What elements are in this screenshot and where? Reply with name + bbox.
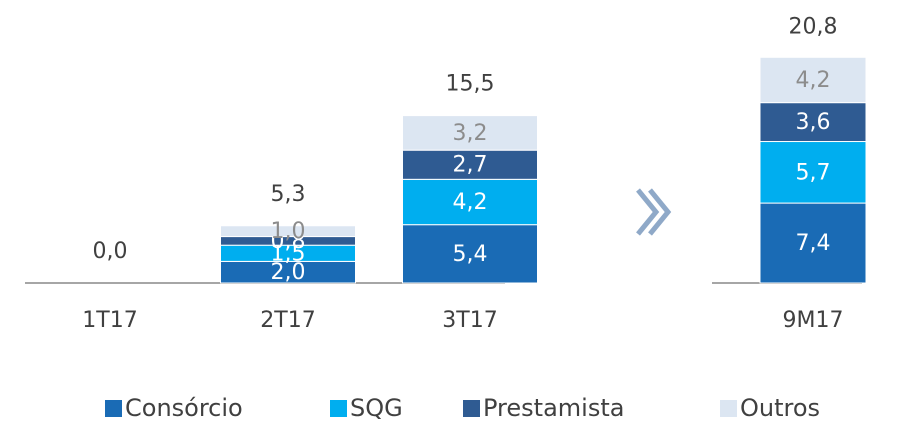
legend-label: Consórcio (125, 394, 243, 421)
chevron (636, 188, 672, 236)
legend-label: Outros (740, 394, 820, 421)
bar-segment (402, 224, 538, 284)
data-label: 4,2 (453, 190, 488, 215)
bar-segment (402, 178, 538, 226)
x-tick-label: 3T17 (442, 308, 497, 333)
data-label: 2,7 (453, 153, 488, 178)
x-tick-label: 1T17 (82, 308, 137, 333)
bar-segment (759, 102, 867, 143)
bar-segment (402, 115, 538, 151)
total-label: 15,5 (446, 72, 495, 97)
total-label: 20,8 (789, 14, 838, 39)
data-label: 1,0 (271, 219, 306, 244)
legend-swatch (463, 400, 480, 417)
bar-segment (759, 56, 867, 104)
legend-swatch (105, 400, 122, 417)
x-tick-label: 2T17 (260, 308, 315, 333)
data-label: 4,2 (796, 68, 831, 93)
total-label: 5,3 (271, 182, 306, 207)
bar-segment (759, 202, 867, 284)
legend-swatch (720, 400, 737, 417)
legend-label: SQG (350, 394, 403, 421)
bar-segment (220, 225, 356, 238)
total-label: 0,0 (93, 239, 128, 264)
data-label: 7,4 (796, 231, 831, 256)
data-label: 5,4 (453, 242, 488, 267)
data-label: 2,0 (271, 260, 306, 285)
data-label: 5,7 (796, 160, 831, 185)
bar-segment (402, 149, 538, 180)
legend-swatch (330, 400, 347, 417)
data-label: 3,6 (796, 110, 831, 135)
x-tick-label: 9M17 (783, 308, 844, 333)
data-label: 3,2 (453, 121, 488, 146)
legend-label: Prestamista (483, 394, 624, 421)
